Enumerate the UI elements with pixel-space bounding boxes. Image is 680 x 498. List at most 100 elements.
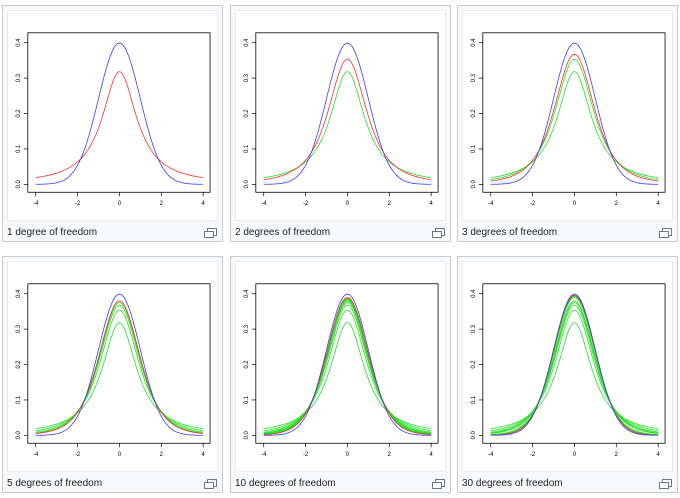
- enlarge-icon[interactable]: [432, 479, 445, 489]
- y-tick-label: 0.2: [471, 109, 477, 117]
- t-curve: [263, 297, 432, 435]
- x-tick-label: -2: [530, 201, 535, 207]
- caption: 1 degree of freedom: [7, 227, 98, 238]
- t-curve: [263, 298, 432, 435]
- enlarge-icon[interactable]: [204, 479, 217, 489]
- t-curve: [490, 309, 659, 432]
- density-chart: -4 -2 0 2 4 0.0 0.1 0.2 0.3 0.4: [16, 32, 211, 207]
- t-curve: [263, 309, 432, 432]
- x-tick-label: 2: [615, 201, 618, 207]
- y-tick-label: 0.2: [16, 109, 22, 117]
- y-tick-label: 0.2: [244, 360, 250, 368]
- enlarge-icon[interactable]: [659, 228, 672, 238]
- x-tick-label: 4: [656, 452, 660, 458]
- y-tick-label: 0.1: [471, 395, 477, 404]
- x-tick-label: 4: [201, 452, 205, 458]
- y-tick-label: 0.2: [471, 360, 477, 368]
- gallery-item[interactable]: -4 -2 0 2 4 0.0 0.1 0.2 0.3 0.4 5 degrees of freed…: [2, 256, 223, 493]
- density-chart: -4 -2 0 2 4 0.0 0.1 0.2 0.3 0.4: [244, 283, 439, 458]
- y-tick-label: 0.1: [16, 144, 22, 153]
- x-tick-label: -2: [303, 201, 308, 207]
- t-curve-latest: [490, 53, 659, 182]
- caption: 5 degrees of freedom: [7, 478, 103, 489]
- x-tick-label: 0: [118, 452, 122, 458]
- normal-curve: [263, 293, 432, 436]
- enlarge-icon[interactable]: [204, 228, 217, 238]
- y-tick-label: 0.0: [471, 180, 477, 189]
- plot-frame: [27, 283, 211, 444]
- t-curve: [490, 297, 659, 436]
- t-curve: [490, 322, 659, 430]
- gallery-item[interactable]: -4 -2 0 2 4 0.0 0.1 0.2 0.3 0.4 10 degrees of free…: [230, 256, 451, 493]
- y-tick-label: 0.4: [244, 289, 250, 298]
- y-tick-label: 0.4: [471, 289, 477, 298]
- t-curve: [490, 302, 659, 434]
- plot-frame: [482, 283, 666, 444]
- y-tick-label: 0.3: [16, 324, 22, 333]
- x-tick-label: -4: [488, 452, 494, 458]
- gallery-item[interactable]: -4 -2 0 2 4 0.0 0.1 0.2 0.3 0.4 1 degree of freedo…: [2, 5, 223, 242]
- t-curve: [490, 295, 659, 436]
- normal-curve: [263, 42, 432, 185]
- plot-frame: [255, 283, 439, 444]
- plot-image[interactable]: -4 -2 0 2 4 0.0 0.1 0.2 0.3 0.4: [462, 10, 673, 221]
- t-curve: [263, 298, 432, 435]
- y-tick-label: 0.3: [471, 73, 477, 82]
- t-curve: [263, 304, 432, 433]
- t-curve-latest: [35, 71, 204, 179]
- t-curve: [35, 302, 204, 434]
- y-tick-label: 0.0: [244, 180, 250, 189]
- enlarge-icon[interactable]: [432, 228, 445, 238]
- x-tick-label: -4: [33, 201, 39, 207]
- gallery-item[interactable]: -4 -2 0 2 4 0.0 0.1 0.2 0.3 0.4 30 degrees of free…: [457, 256, 678, 493]
- t-curve: [35, 309, 204, 432]
- normal-curve: [490, 293, 659, 436]
- t-curve: [263, 302, 432, 434]
- x-tick-label: 4: [429, 201, 433, 207]
- x-tick-label: 0: [573, 452, 577, 458]
- y-tick-label: 0.4: [16, 289, 22, 298]
- enlarge-icon[interactable]: [659, 479, 672, 489]
- x-tick-label: 4: [201, 201, 205, 207]
- x-tick-label: 2: [615, 452, 618, 458]
- plot-frame: [255, 32, 439, 193]
- normal-curve: [490, 42, 659, 185]
- x-tick-label: -4: [33, 452, 39, 458]
- plot-image[interactable]: -4 -2 0 2 4 0.0 0.1 0.2 0.3 0.4: [7, 10, 218, 221]
- x-tick-label: 2: [388, 201, 391, 207]
- t-curve: [490, 295, 659, 436]
- plot-frame: [482, 32, 666, 193]
- t-curve-latest: [263, 58, 432, 181]
- y-tick-label: 0.1: [16, 395, 22, 404]
- density-chart: -4 -2 0 2 4 0.0 0.1 0.2 0.3 0.4: [471, 32, 666, 207]
- t-curve: [490, 300, 659, 434]
- t-curve: [490, 295, 659, 436]
- normal-curve: [35, 293, 204, 436]
- plot-image[interactable]: -4 -2 0 2 4 0.0 0.1 0.2 0.3 0.4: [235, 261, 446, 472]
- y-tick-label: 0.0: [471, 431, 477, 440]
- x-tick-label: -4: [261, 201, 267, 207]
- t-curve-latest: [35, 300, 204, 434]
- y-tick-label: 0.2: [244, 109, 250, 117]
- y-tick-label: 0.1: [244, 144, 250, 153]
- caption: 10 degrees of freedom: [235, 478, 336, 489]
- caption: 2 degrees of freedom: [235, 227, 331, 238]
- density-chart: -4 -2 0 2 4 0.0 0.1 0.2 0.3 0.4: [471, 283, 666, 458]
- x-tick-label: 2: [160, 201, 163, 207]
- y-tick-label: 0.4: [16, 38, 22, 47]
- gallery-item[interactable]: -4 -2 0 2 4 0.0 0.1 0.2 0.3 0.4 3 degrees of freed…: [457, 5, 678, 242]
- x-tick-label: 2: [160, 452, 163, 458]
- plot-image[interactable]: -4 -2 0 2 4 0.0 0.1 0.2 0.3 0.4: [7, 261, 218, 472]
- density-chart: -4 -2 0 2 4 0.0 0.1 0.2 0.3 0.4: [16, 283, 211, 458]
- gallery-item[interactable]: -4 -2 0 2 4 0.0 0.1 0.2 0.3 0.4 2 degrees of freed…: [230, 5, 451, 242]
- y-tick-label: 0.0: [16, 431, 22, 440]
- x-tick-label: -2: [75, 201, 80, 207]
- t-curve: [490, 304, 659, 433]
- t-curve: [263, 299, 432, 435]
- plot-image[interactable]: -4 -2 0 2 4 0.0 0.1 0.2 0.3 0.4: [235, 10, 446, 221]
- t-curve: [263, 322, 432, 430]
- x-tick-label: 4: [429, 452, 433, 458]
- y-tick-label: 0.3: [244, 73, 250, 82]
- plot-image[interactable]: -4 -2 0 2 4 0.0 0.1 0.2 0.3 0.4: [462, 261, 673, 472]
- caption: 3 degrees of freedom: [462, 227, 558, 238]
